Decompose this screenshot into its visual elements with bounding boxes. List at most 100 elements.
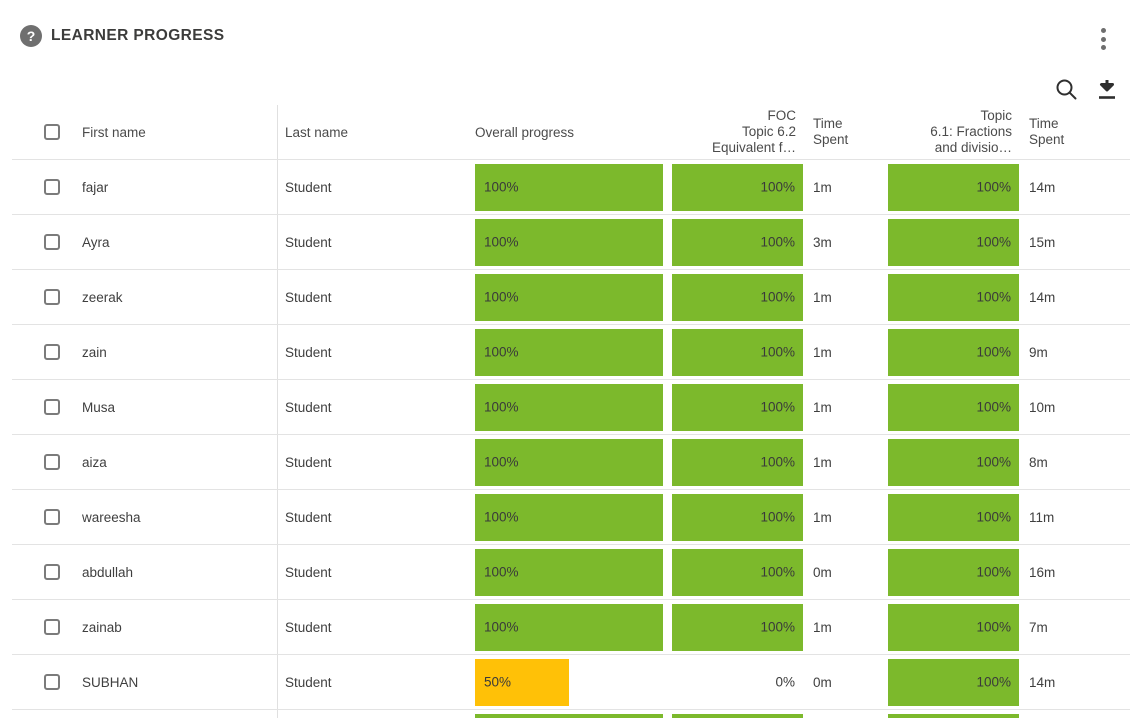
- progress-bar-fill: [475, 328, 663, 376]
- table-row: fajar Student 100% 100% 1m 100% 14m: [12, 160, 1130, 215]
- topic-61-progress-bar: 100%: [888, 493, 1019, 541]
- row-checkbox[interactable]: [44, 454, 60, 470]
- table-row: zainab Student 100% 100% 1m 100% 7m: [12, 600, 1130, 655]
- progress-label: 100%: [484, 454, 519, 470]
- overall-progress-bar: 100%: [475, 603, 663, 651]
- cell-time-spent-2: 14m: [1029, 179, 1056, 195]
- topic-foc-progress-bar: 100%: [672, 438, 803, 486]
- progress-bar-fill: [672, 548, 803, 596]
- cell-time-spent-1: 1m: [813, 619, 832, 635]
- table-row: [12, 710, 1130, 718]
- topic-61-progress-bar: 100%: [888, 438, 1019, 486]
- progress-bar-fill: [888, 163, 1019, 211]
- topic-61-progress-bar: 100%: [888, 603, 1019, 651]
- progress-bar-fill: [672, 438, 803, 486]
- cell-time-spent-1: 1m: [813, 289, 832, 305]
- cell-last-name: Student: [277, 600, 475, 654]
- cell-first-name: zainab: [82, 619, 122, 635]
- cell-last-name: Student: [277, 490, 475, 544]
- table-header-row: First name Last name Overall progress FO…: [12, 105, 1130, 160]
- progress-label: 50%: [484, 674, 512, 690]
- cell-first-name: fajar: [82, 179, 109, 195]
- cell-last-name: [277, 710, 475, 718]
- topic-61-progress-bar: [888, 713, 1019, 718]
- topic-foc-progress-bar: 0%: [672, 659, 803, 706]
- row-checkbox[interactable]: [44, 564, 60, 580]
- progress-label: 100%: [484, 564, 519, 580]
- cell-first-name: [82, 710, 277, 718]
- cell-first-name: wareesha: [82, 509, 141, 525]
- table-row: zain Student 100% 100% 1m 100% 9m: [12, 325, 1130, 380]
- col-header-topic-61: Topic 6.1: Fractions and divisio…: [930, 107, 1012, 156]
- cell-first-name: aiza: [82, 454, 107, 470]
- topic-foc-progress-bar: 100%: [672, 163, 803, 211]
- search-icon[interactable]: [1053, 76, 1079, 102]
- progress-label: 0%: [775, 674, 795, 690]
- progress-bar-fill: [672, 603, 803, 651]
- row-checkbox[interactable]: [44, 619, 60, 635]
- cell-time-spent-2: 7m: [1029, 619, 1048, 635]
- progress-label: 100%: [976, 344, 1011, 360]
- table-row: Ayra Student 100% 100% 3m 100% 15m: [12, 215, 1130, 270]
- table-row: Musa Student 100% 100% 1m 100% 10m: [12, 380, 1130, 435]
- row-checkbox[interactable]: [44, 509, 60, 525]
- topic-61-progress-bar: 100%: [888, 328, 1019, 376]
- row-checkbox[interactable]: [44, 399, 60, 415]
- progress-label: 100%: [976, 289, 1011, 305]
- question-mark-icon[interactable]: ?: [20, 25, 42, 47]
- cell-last-name: Student: [277, 655, 475, 709]
- cell-time-spent-2: 15m: [1029, 234, 1056, 250]
- cell-time-spent-2: 9m: [1029, 344, 1048, 360]
- download-icon[interactable]: [1094, 76, 1120, 102]
- cell-time-spent-1: 1m: [813, 454, 832, 470]
- progress-bar-fill: [672, 713, 803, 718]
- row-checkbox[interactable]: [44, 234, 60, 250]
- overall-progress-bar: 100%: [475, 383, 663, 431]
- cell-time-spent-2: 11m: [1029, 509, 1055, 525]
- cell-time-spent-2: 8m: [1029, 454, 1048, 470]
- progress-label: 100%: [976, 619, 1011, 635]
- progress-label: 100%: [976, 399, 1011, 415]
- kebab-menu-icon[interactable]: [1094, 28, 1112, 50]
- progress-label: 100%: [976, 179, 1011, 195]
- topic-foc-progress-bar: 100%: [672, 493, 803, 541]
- progress-bar-fill: [475, 218, 663, 266]
- col-header-time-spent-2: Time Spent: [1029, 115, 1065, 147]
- progress-bar-fill: [672, 383, 803, 431]
- cell-first-name: Ayra: [82, 234, 110, 250]
- progress-label: 100%: [976, 234, 1011, 250]
- row-checkbox[interactable]: [44, 344, 60, 360]
- progress-label: 100%: [760, 619, 795, 635]
- learner-progress-table: First name Last name Overall progress FO…: [12, 105, 1130, 718]
- progress-bar-fill: [475, 383, 663, 431]
- progress-label: 100%: [484, 179, 519, 195]
- progress-bar-fill: [888, 328, 1019, 376]
- progress-bar-fill: [672, 218, 803, 266]
- cell-time-spent-1: 1m: [813, 344, 832, 360]
- row-checkbox[interactable]: [44, 289, 60, 305]
- progress-label: 100%: [760, 289, 795, 305]
- row-checkbox[interactable]: [44, 674, 60, 690]
- row-checkbox[interactable]: [44, 179, 60, 195]
- topic-61-progress-bar: 100%: [888, 548, 1019, 596]
- progress-label: 100%: [484, 289, 519, 305]
- col-header-time-spent-1: Time Spent: [813, 115, 849, 147]
- progress-bar-fill: [888, 273, 1019, 321]
- progress-bar-fill: [888, 218, 1019, 266]
- table-row: zeerak Student 100% 100% 1m 100% 14m: [12, 270, 1130, 325]
- cell-time-spent-2: 16m: [1029, 564, 1056, 580]
- progress-bar-fill: [475, 493, 663, 541]
- cell-time-spent-1: 3m: [813, 234, 832, 250]
- cell-first-name: abdullah: [82, 564, 134, 580]
- topic-61-progress-bar: 100%: [888, 273, 1019, 321]
- overall-progress-bar: 100%: [475, 493, 663, 541]
- select-all-checkbox[interactable]: [44, 124, 60, 140]
- progress-label: 100%: [976, 674, 1011, 690]
- col-header-topic-foc: FOC Topic 6.2 Equivalent f…: [711, 107, 796, 156]
- progress-bar-fill: [475, 548, 663, 596]
- overall-progress-bar: 100%: [475, 218, 663, 266]
- cell-last-name: Student: [277, 325, 475, 379]
- progress-label: 100%: [484, 234, 519, 250]
- progress-bar-fill: [475, 163, 663, 211]
